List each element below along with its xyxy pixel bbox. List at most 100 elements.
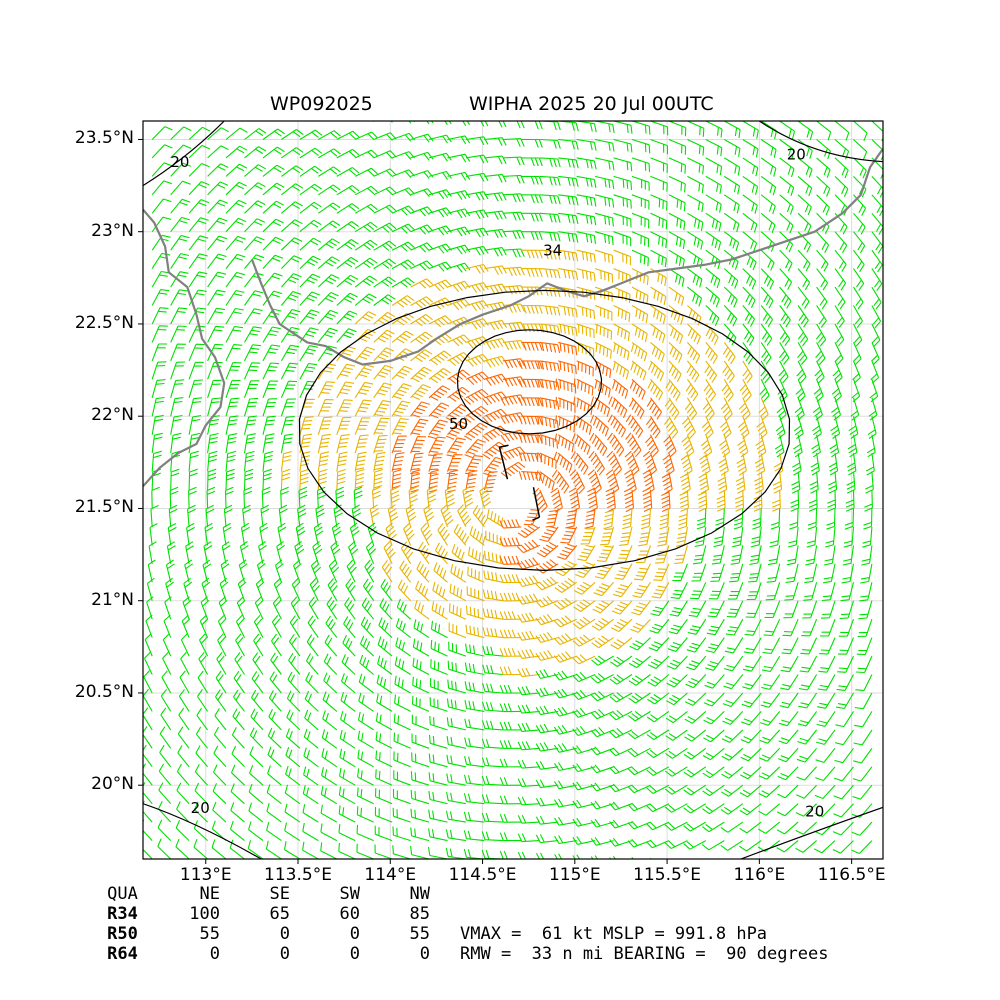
wind-barb (647, 655, 670, 669)
radii-value: 55 (199, 924, 220, 944)
wind-barb (864, 489, 873, 512)
wind-barb (808, 489, 818, 512)
wind-barb (628, 710, 651, 722)
wind-barb (342, 635, 356, 657)
wind-barb (405, 504, 417, 528)
wind-barb (336, 130, 360, 140)
wind-barb (590, 727, 614, 738)
wind-barb (371, 486, 382, 509)
wind-barb (572, 616, 596, 630)
wind-barb (666, 674, 688, 688)
wind-barb (249, 765, 264, 786)
wind-barb (668, 194, 686, 212)
wind-barb (668, 360, 682, 382)
wind-barb (822, 563, 836, 584)
wind-barb (797, 268, 811, 291)
wind-barb (517, 704, 540, 714)
wind-barb (831, 397, 842, 421)
wind-barb (481, 775, 503, 786)
wind-barb (428, 790, 448, 805)
wind-barb (188, 271, 208, 288)
contour-34kt (298, 289, 791, 572)
wind-barb (646, 821, 670, 831)
wind-barb (207, 235, 228, 251)
wind-barb (465, 300, 489, 312)
wind-barb (374, 806, 393, 823)
wind-barb (627, 820, 651, 830)
wind-barb (481, 757, 503, 768)
wind-barb (619, 526, 633, 546)
wind-barb (609, 747, 633, 757)
wind-barb (613, 121, 633, 134)
wind-barb (726, 600, 744, 618)
wind-barb (262, 182, 285, 196)
wind-barb (299, 451, 311, 472)
wind-barb (536, 852, 559, 859)
wind-barb (605, 487, 616, 513)
wind-barb (650, 268, 667, 286)
wind-barb (705, 175, 722, 194)
wind-barb (628, 674, 651, 686)
wind-barb (373, 222, 397, 233)
wind-barb (753, 489, 763, 512)
wind-barb (554, 853, 577, 859)
wind-barb (225, 271, 245, 288)
wind-barb (336, 381, 355, 399)
wind-barb (151, 198, 172, 214)
wind-barb (373, 186, 397, 196)
wind-barb (196, 707, 209, 731)
wind-barb (631, 249, 649, 267)
wind-barb (484, 355, 508, 368)
wind-barb (816, 121, 832, 141)
wind-barb (813, 379, 824, 403)
wind-barb (248, 802, 264, 823)
wind-barb (499, 721, 522, 731)
wind-barb (167, 523, 177, 546)
wind-barb (551, 469, 570, 494)
wind-barb (820, 619, 836, 637)
wind-barb (793, 416, 804, 440)
wind-barb (280, 326, 300, 343)
wind-barb (733, 508, 744, 530)
wind-barb (702, 747, 725, 761)
wind-barb (738, 416, 750, 440)
wind-barb (537, 415, 559, 430)
wind-barb (391, 312, 415, 326)
wind-barb (463, 388, 489, 405)
wind-barb (188, 162, 210, 177)
wind-barb (591, 655, 614, 666)
wind-barb (573, 599, 596, 612)
wind-barb (553, 706, 577, 717)
wind-barb (560, 526, 578, 544)
wind-barb (193, 839, 208, 859)
wind-barb (188, 289, 207, 306)
wind-barb (664, 803, 688, 813)
wind-barb (446, 437, 466, 458)
wind-barb (188, 361, 204, 380)
wind-barb (741, 692, 762, 708)
wind-barb (285, 765, 301, 786)
contour-20kt (143, 121, 225, 187)
radii-label: R34 (107, 904, 138, 924)
wind-barb (789, 508, 799, 530)
wind-barb (760, 157, 777, 177)
wind-barb (779, 121, 796, 140)
wind-barb (464, 718, 485, 731)
wind-barb (854, 711, 873, 728)
wind-barb (151, 396, 165, 417)
wind-barb (484, 192, 507, 202)
wind-barb (449, 583, 467, 602)
wind-barb (609, 765, 633, 775)
wind-barb (423, 504, 435, 528)
wind-barb (705, 121, 723, 138)
wind-barb (143, 800, 153, 823)
wind-barb (414, 599, 430, 620)
wind-barb (853, 249, 865, 273)
wind-barb (760, 305, 773, 328)
wind-barb (175, 819, 190, 841)
wind-barb (758, 397, 769, 421)
wind-barb (251, 671, 264, 694)
wind-barb (428, 828, 448, 842)
wind-barb (482, 589, 503, 602)
wind-barb (243, 362, 261, 380)
